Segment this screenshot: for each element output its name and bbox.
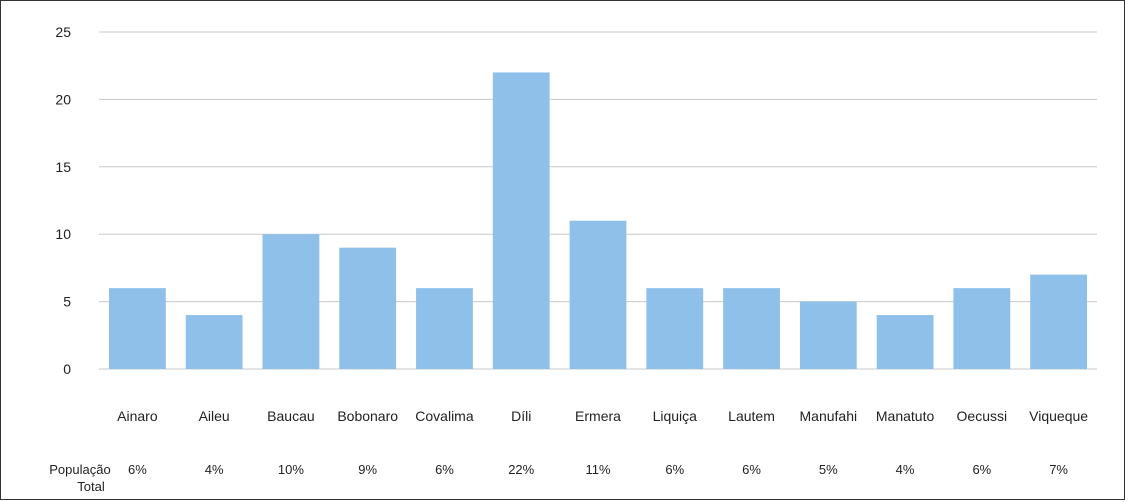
- x-category-label: Liquiça: [653, 408, 698, 424]
- bar-5: [493, 72, 550, 369]
- bars-layer: [109, 72, 1087, 369]
- table-value: 4%: [896, 462, 915, 477]
- table-value: 6%: [665, 462, 684, 477]
- bar-2: [263, 234, 320, 369]
- x-category-label: Díli: [511, 408, 531, 424]
- bar-10: [877, 315, 934, 369]
- table-value: 10%: [278, 462, 304, 477]
- table-value: 4%: [205, 462, 224, 477]
- x-category-label: Lautem: [728, 408, 775, 424]
- table-value: 5%: [819, 462, 838, 477]
- y-axis-ticks: 0 5 10 15 20 25: [55, 24, 71, 377]
- y-tick-label: 25: [55, 24, 71, 40]
- bar-9: [800, 302, 857, 369]
- y-tick-label: 20: [55, 91, 71, 107]
- table-row-label-line2: Total: [77, 479, 105, 494]
- bar-4: [416, 288, 473, 369]
- x-category-label: Bobonaro: [337, 408, 398, 424]
- bar-0: [109, 288, 166, 369]
- bar-7: [646, 288, 703, 369]
- x-category-label: Oecussi: [957, 408, 1008, 424]
- x-category-label: Ainaro: [117, 408, 158, 424]
- x-category-label: Manatuto: [876, 408, 935, 424]
- table-value: 6%: [435, 462, 454, 477]
- x-axis-categories: Ainaro Aileu Baucau Bobonaro Covalima Díli Erm…: [117, 408, 1088, 424]
- y-tick-label: 15: [55, 159, 71, 175]
- x-category-label: Aileu: [199, 408, 230, 424]
- bar-3: [339, 248, 396, 369]
- data-table-row: População Total 6% 4% 10% 9% 6% 22% 11% 6% 6% 5% 4…: [49, 462, 1068, 494]
- bar-1: [186, 315, 243, 369]
- table-value: 11%: [585, 462, 610, 477]
- bar-12: [1030, 275, 1087, 369]
- x-category-label: Viqueque: [1029, 408, 1088, 424]
- table-value: 6%: [128, 462, 147, 477]
- table-value: 7%: [1049, 462, 1068, 477]
- table-value: 22%: [508, 462, 534, 477]
- bar-6: [570, 221, 627, 369]
- table-value: 9%: [358, 462, 377, 477]
- x-category-label: Ermera: [575, 408, 621, 424]
- table-value: 6%: [972, 462, 991, 477]
- table-row-label: População: [49, 462, 110, 477]
- bar-11: [953, 288, 1010, 369]
- table-value: 6%: [742, 462, 761, 477]
- bar-8: [723, 288, 780, 369]
- x-category-label: Covalima: [415, 408, 474, 424]
- y-tick-label: 0: [63, 361, 71, 377]
- y-tick-label: 10: [55, 226, 71, 242]
- x-category-label: Baucau: [267, 408, 314, 424]
- y-tick-label: 5: [63, 294, 71, 310]
- x-category-label: Manufahi: [800, 408, 858, 424]
